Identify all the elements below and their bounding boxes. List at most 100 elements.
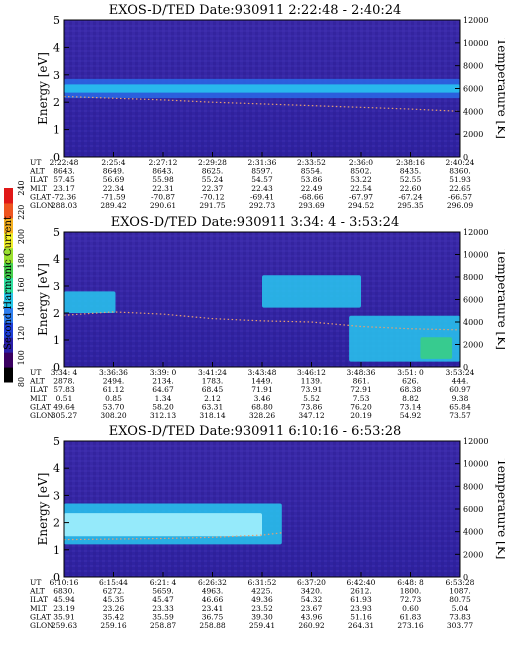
table-row-label: GLAT xyxy=(30,192,51,201)
y2-tick-label: 4000 xyxy=(463,528,483,537)
table-cell: 2:33:52 xyxy=(297,158,326,167)
table-cell: 2:36:0 xyxy=(349,158,373,167)
colorbar-tick-label: 140 xyxy=(17,302,26,317)
table-cell: 9.38 xyxy=(452,394,469,403)
y-tick-label: 2 xyxy=(53,307,60,320)
colorbar-swatch xyxy=(4,292,13,308)
table-cell: 5.52 xyxy=(303,394,320,403)
colorbar-swatch xyxy=(4,188,13,204)
y-tick-label: 3 xyxy=(53,69,60,82)
table-cell: 54.92 xyxy=(400,411,422,420)
y-axis-label: Energy [eV] xyxy=(36,473,50,546)
table-cell: 347.12 xyxy=(298,411,324,420)
table-cell: 49.36 xyxy=(251,595,273,604)
table-cell: 1800. xyxy=(400,587,421,596)
table-cell: 3:51: 0 xyxy=(397,368,424,377)
table-cell: 318.14 xyxy=(199,411,225,420)
table-cell: 8643. xyxy=(152,167,173,176)
y-tick-label: 3 xyxy=(53,489,60,502)
table-cell: 35.42 xyxy=(103,612,125,621)
colorbar-tick-label: 180 xyxy=(17,253,26,268)
table-cell: 1449. xyxy=(251,377,272,386)
table-cell: 22.54 xyxy=(350,184,372,193)
table-row-label: UT xyxy=(30,578,41,587)
y-axis-label: Energy [eV] xyxy=(36,52,50,125)
y2-tick-label: 2000 xyxy=(463,130,483,139)
table-row-label: MLT xyxy=(30,184,47,193)
colorbar-swatch xyxy=(4,352,13,368)
table-cell: 6:15:44 xyxy=(99,578,128,587)
table-cell: 6:53:28 xyxy=(446,578,475,587)
table-cell: 444. xyxy=(452,377,469,386)
table-cell: 55.24 xyxy=(202,175,224,184)
table-cell: 259.63 xyxy=(51,621,77,630)
spectral-band xyxy=(262,275,361,308)
table-cell: 1783. xyxy=(202,377,223,386)
table-cell: 291.75 xyxy=(199,201,225,210)
y2-tick-label: 6000 xyxy=(463,85,483,94)
table-cell: 2878. xyxy=(53,377,74,386)
table-cell: 6:31:52 xyxy=(248,578,277,587)
table-cell: 2:22:48 xyxy=(50,158,79,167)
table-cell: 22.49 xyxy=(301,184,323,193)
table-row-label: ILAT xyxy=(30,385,48,394)
table-cell: 23.67 xyxy=(301,604,323,613)
table-cell: 4225. xyxy=(251,587,272,596)
table-cell: 328.26 xyxy=(249,411,275,420)
y-tick-label: 4 xyxy=(53,41,60,54)
table-cell: 61.83 xyxy=(400,612,422,621)
table-cell: 53.70 xyxy=(103,402,125,411)
table-cell: 259.41 xyxy=(249,621,275,630)
table-cell: 8435. xyxy=(400,167,421,176)
table-cell: 8597. xyxy=(251,167,272,176)
table-row-label: UT xyxy=(30,158,41,167)
table-cell: 23.93 xyxy=(350,604,372,613)
table-cell: 308.20 xyxy=(100,411,126,420)
table-cell: 288.03 xyxy=(51,201,77,210)
colorbar-swatch xyxy=(4,367,13,383)
table-cell: -72.36 xyxy=(52,192,76,201)
table-row-label: ALT xyxy=(29,167,45,176)
y-tick-label: 3 xyxy=(53,280,60,293)
table-cell: 8554. xyxy=(301,167,322,176)
table-row-label: MLT xyxy=(30,604,47,613)
table-cell: 20.19 xyxy=(350,411,372,420)
y2-tick-label: 8000 xyxy=(463,482,483,491)
table-cell: 22.65 xyxy=(449,184,471,193)
colorbar-tick-label: 160 xyxy=(17,277,26,292)
table-cell: 73.14 xyxy=(400,402,422,411)
table-cell: 22.37 xyxy=(202,184,224,193)
colorbar-ticks: 80 100 120 140 160 180 200 220 240 xyxy=(17,180,26,387)
y-tick-label: 1 xyxy=(53,544,60,557)
table-cell: 3:43:48 xyxy=(248,368,277,377)
colorbar-swatch xyxy=(4,217,13,234)
table-cell: 68.45 xyxy=(202,385,224,394)
table-cell: 626. xyxy=(402,377,419,386)
table-cell: 51.16 xyxy=(350,612,372,621)
table-cell: 45.35 xyxy=(103,595,125,604)
table-cell: 45.94 xyxy=(53,595,75,604)
y2-tick-label: 8000 xyxy=(463,273,483,282)
table-cell: 0.85 xyxy=(105,394,122,403)
table-cell: 8649. xyxy=(103,167,124,176)
table-cell: 3.46 xyxy=(254,394,271,403)
table-cell: 4963. xyxy=(202,587,223,596)
table-cell: 55.98 xyxy=(152,175,174,184)
table-cell: 3:41:24 xyxy=(198,368,227,377)
y-tick-label: 5 xyxy=(53,226,60,239)
table-cell: 5659. xyxy=(152,587,173,596)
table-cell: 6:26:32 xyxy=(198,578,227,587)
table-row-label: MLT xyxy=(30,394,47,403)
table-cell: 3:36:36 xyxy=(99,368,128,377)
table-cell: 53.86 xyxy=(301,175,323,184)
colorbar-tick-label: 200 xyxy=(17,229,26,244)
table-cell: 68.80 xyxy=(251,402,273,411)
y-axis-label: Energy [eV] xyxy=(36,263,50,336)
table-cell: 303.77 xyxy=(447,621,473,630)
table-cell: 23.17 xyxy=(53,184,75,193)
table-cell: 2612. xyxy=(350,587,371,596)
table-cell: 6:10:16 xyxy=(50,578,79,587)
table-row-label: ILAT xyxy=(30,175,48,184)
table-row-label: GLAT xyxy=(30,402,51,411)
